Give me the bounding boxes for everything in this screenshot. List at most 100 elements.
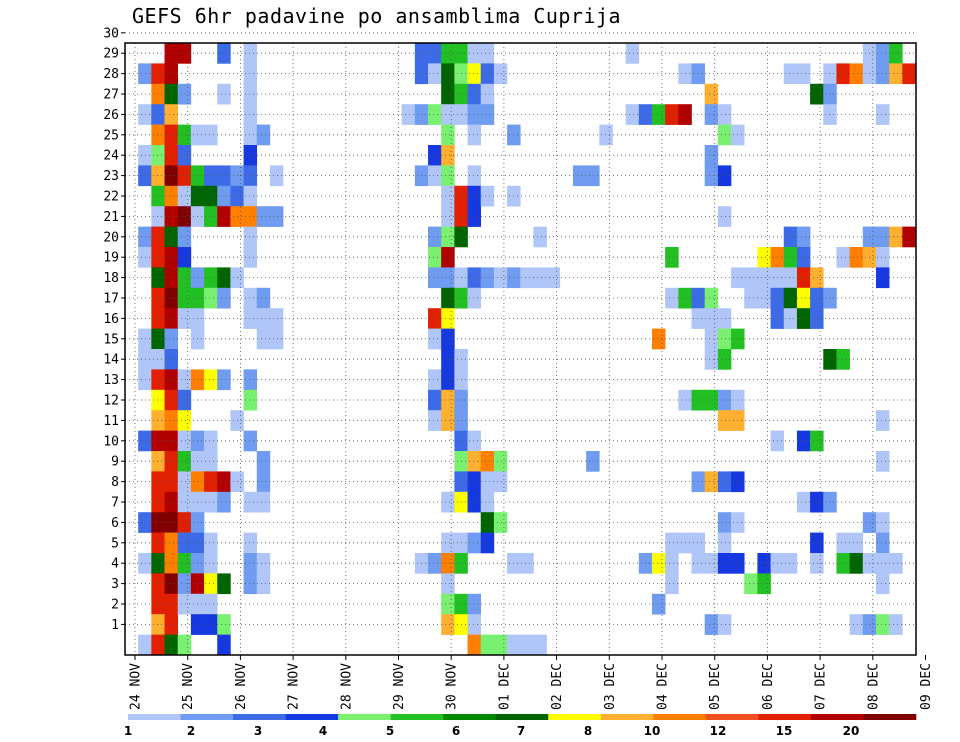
y-tick-label: 7 <box>111 496 119 511</box>
precip-cell <box>810 553 824 574</box>
precip-cell <box>164 287 179 309</box>
precip-cell <box>428 328 442 350</box>
precip-cell <box>164 328 179 350</box>
precip-cell <box>151 226 165 248</box>
precip-cell <box>151 287 165 309</box>
y-tick-label: 22 <box>103 190 119 205</box>
precip-cell <box>428 165 442 187</box>
precip-cell <box>164 308 179 329</box>
precip-cell <box>796 226 811 248</box>
precip-cell <box>138 63 152 85</box>
precip-cell <box>164 83 179 105</box>
x-tick-label: 25 NOV <box>181 663 196 710</box>
precip-cell <box>691 63 705 85</box>
legend-label: 8 <box>584 724 592 738</box>
precip-cell <box>823 287 837 309</box>
precip-cell <box>441 287 455 309</box>
precip-cell <box>757 287 771 309</box>
precip-cell <box>138 328 152 350</box>
precip-cell <box>151 124 165 146</box>
precip-cell <box>177 369 192 391</box>
precip-cell <box>480 471 495 493</box>
precip-cell <box>717 410 732 431</box>
precip-cell <box>164 410 179 431</box>
precip-cell <box>467 430 482 452</box>
precip-cell <box>533 634 547 656</box>
x-tick-label: 03 DEC <box>603 663 618 710</box>
precip-cell <box>164 43 179 64</box>
y-tick-label: 1 <box>111 618 119 633</box>
precip-cell <box>177 573 192 595</box>
precip-cell <box>177 43 192 64</box>
x-tick-label: 30 NOV <box>445 663 460 710</box>
precip-cell <box>217 165 231 187</box>
precip-cell <box>441 83 455 105</box>
precip-cell <box>164 267 179 289</box>
color-legend: 1 2 3 4 5 6 7 8 10 12 15 20 <box>124 714 917 738</box>
precip-cell <box>875 532 890 554</box>
precip-cell <box>256 491 271 513</box>
precip-cell <box>256 287 271 309</box>
precip-cell <box>533 226 547 248</box>
legend-swatch <box>443 714 497 720</box>
precip-cell <box>164 165 179 187</box>
precip-cell <box>875 104 890 125</box>
precip-cell <box>480 83 495 105</box>
precip-cell <box>138 369 152 391</box>
precip-cell <box>428 369 442 391</box>
precip-cell <box>164 369 179 391</box>
precip-cell <box>243 573 258 595</box>
precip-cell <box>441 124 455 146</box>
precip-cell <box>243 430 258 452</box>
precip-cell <box>467 491 482 513</box>
precip-cell <box>480 532 495 554</box>
precip-cell <box>177 145 192 166</box>
precip-cell <box>204 267 218 289</box>
precip-cell <box>441 267 455 289</box>
precip-cell <box>243 287 258 309</box>
precip-cell <box>243 165 258 187</box>
precip-cell <box>467 471 482 493</box>
precip-cell <box>875 247 890 268</box>
precip-cell <box>151 634 165 656</box>
x-tick-label: 05 DEC <box>708 663 723 710</box>
precip-cell <box>164 553 179 574</box>
precip-cell <box>467 43 482 64</box>
precip-cell <box>875 512 890 533</box>
precip-cell <box>467 104 482 125</box>
precip-cell <box>507 634 521 656</box>
x-tick-label: 06 DEC <box>761 663 776 710</box>
precip-cell <box>441 532 455 554</box>
legend-label: 4 <box>319 724 327 738</box>
precip-cell <box>441 308 455 329</box>
y-tick-label: 30 <box>103 26 119 41</box>
precip-cell <box>823 104 837 125</box>
precip-cell <box>823 83 837 105</box>
precip-cell <box>783 308 798 329</box>
precip-cell <box>717 206 732 227</box>
precip-cell <box>849 553 864 574</box>
precip-cell <box>757 247 771 268</box>
precip-cell <box>599 124 613 146</box>
precip-cell <box>151 593 165 615</box>
precip-cell <box>151 63 165 85</box>
y-tick-label: 17 <box>103 292 119 307</box>
legend-label: 5 <box>386 724 394 738</box>
precip-cell <box>243 206 258 227</box>
precip-cell <box>467 614 482 635</box>
precip-cell <box>467 83 482 105</box>
precip-cell <box>138 349 152 370</box>
precip-cell <box>652 104 666 125</box>
precip-cell <box>204 206 218 227</box>
precip-cell <box>151 430 165 452</box>
y-tick-label: 2 <box>111 598 119 613</box>
precip-cell <box>428 389 442 411</box>
precip-cell <box>441 104 455 125</box>
precip-cell <box>467 124 482 146</box>
precip-cell <box>691 308 705 329</box>
precip-cell <box>243 83 258 105</box>
precip-cell <box>441 593 455 615</box>
precip-cell <box>243 491 258 513</box>
precip-cell <box>889 553 903 574</box>
